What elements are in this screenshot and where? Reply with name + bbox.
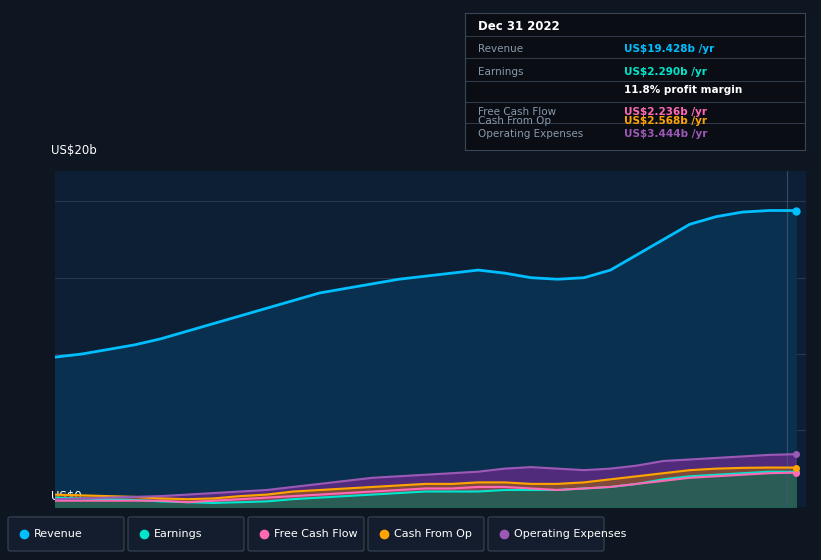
Text: Operating Expenses: Operating Expenses: [514, 529, 626, 539]
Text: US$20b: US$20b: [51, 144, 97, 157]
FancyBboxPatch shape: [248, 517, 364, 551]
Text: Earnings: Earnings: [479, 67, 524, 77]
Text: US$2.290b /yr: US$2.290b /yr: [625, 67, 708, 77]
Text: Dec 31 2022: Dec 31 2022: [479, 20, 560, 33]
Text: US$3.444b /yr: US$3.444b /yr: [625, 129, 708, 139]
Text: US$2.568b /yr: US$2.568b /yr: [625, 116, 708, 126]
Text: Revenue: Revenue: [479, 44, 524, 54]
Text: Free Cash Flow: Free Cash Flow: [479, 106, 557, 116]
Text: Cash From Op: Cash From Op: [394, 529, 472, 539]
Text: US$2.236b /yr: US$2.236b /yr: [625, 106, 708, 116]
Text: Earnings: Earnings: [154, 529, 203, 539]
Text: Revenue: Revenue: [34, 529, 83, 539]
Text: US$19.428b /yr: US$19.428b /yr: [625, 44, 715, 54]
Text: US$0: US$0: [51, 491, 82, 503]
Text: Free Cash Flow: Free Cash Flow: [274, 529, 358, 539]
FancyBboxPatch shape: [368, 517, 484, 551]
Text: 11.8% profit margin: 11.8% profit margin: [625, 85, 743, 95]
Text: Cash From Op: Cash From Op: [479, 116, 551, 126]
FancyBboxPatch shape: [128, 517, 244, 551]
FancyBboxPatch shape: [488, 517, 604, 551]
Text: Operating Expenses: Operating Expenses: [479, 129, 584, 139]
FancyBboxPatch shape: [8, 517, 124, 551]
